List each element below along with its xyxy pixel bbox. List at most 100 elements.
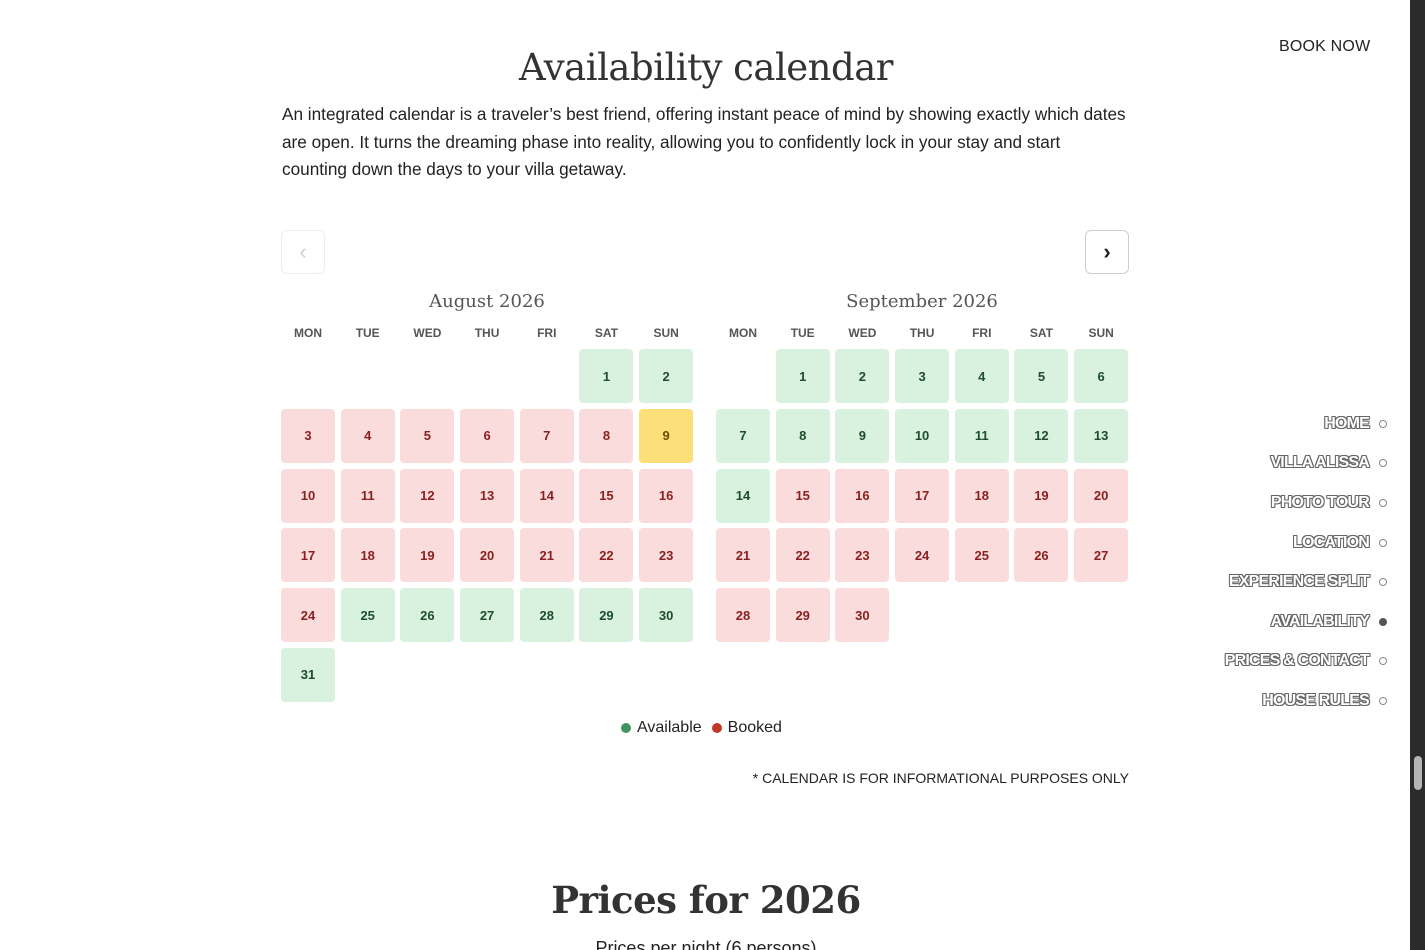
day-cell-booked[interactable]: 21 bbox=[716, 528, 770, 583]
sidenav-item-photo-tour[interactable]: PHOTO TOUR bbox=[1225, 483, 1387, 523]
day-cell-available[interactable]: 2 bbox=[835, 349, 890, 403]
day-cell-booked[interactable]: 15 bbox=[775, 468, 830, 523]
empty-day-cell bbox=[460, 349, 514, 403]
sidenav-label: HOUSE RULES bbox=[1262, 691, 1370, 709]
available-dot-icon bbox=[621, 723, 631, 733]
day-cell-booked[interactable]: 25 bbox=[954, 528, 1009, 583]
next-month-button[interactable]: › bbox=[1085, 230, 1129, 274]
day-cell-available[interactable]: 2 bbox=[639, 349, 694, 403]
day-cell-booked[interactable]: 20 bbox=[460, 528, 515, 583]
day-cell-available[interactable]: 5 bbox=[1014, 349, 1069, 403]
day-cell-available[interactable]: 14 bbox=[716, 468, 770, 523]
day-cell-booked[interactable]: 4 bbox=[340, 408, 395, 463]
day-cell-available[interactable]: 1 bbox=[775, 349, 830, 403]
day-cell-booked[interactable]: 3 bbox=[281, 408, 335, 463]
sidenav-item-experience-split[interactable]: EXPERIENCE SPLIT bbox=[1225, 562, 1387, 602]
chevron-left-icon: ‹ bbox=[299, 239, 307, 264]
day-cell-booked[interactable]: 20 bbox=[1074, 468, 1129, 523]
day-cell-booked[interactable]: 22 bbox=[579, 528, 634, 583]
prices-subtitle: Prices per night (6 persons) bbox=[595, 938, 817, 950]
side-navigation: HOME VILLA ALISSA PHOTO TOUR LOCATION EXPERI… bbox=[1225, 404, 1387, 721]
day-cell-booked[interactable]: 16 bbox=[835, 468, 890, 523]
scrollbar-thumb[interactable] bbox=[1414, 756, 1422, 790]
day-cell-available[interactable]: 11 bbox=[954, 408, 1009, 463]
day-cell-booked[interactable]: 24 bbox=[895, 528, 950, 583]
sidenav-item-location[interactable]: LOCATION bbox=[1225, 523, 1387, 563]
day-cell-booked[interactable]: 7 bbox=[519, 408, 574, 463]
day-cell-booked[interactable]: 17 bbox=[281, 528, 335, 583]
day-cell-available[interactable]: 13 bbox=[1074, 408, 1129, 463]
day-cell-available[interactable]: 25 bbox=[340, 588, 395, 643]
day-cell-booked[interactable]: 14 bbox=[519, 468, 574, 523]
sidenav-item-home[interactable]: HOME bbox=[1225, 404, 1387, 444]
day-cell-booked[interactable]: 17 bbox=[895, 468, 950, 523]
sidenav-label: PHOTO TOUR bbox=[1270, 493, 1370, 511]
day-cell-available[interactable]: 10 bbox=[895, 408, 950, 463]
calendar-disclaimer: * CALENDAR IS FOR INFORMATIONAL PURPOSES… bbox=[752, 770, 1129, 786]
page-scrollbar[interactable] bbox=[1410, 0, 1425, 950]
nav-dot-icon bbox=[1379, 538, 1387, 547]
day-cell-available[interactable]: 26 bbox=[400, 588, 455, 643]
day-cell-available[interactable]: 6 bbox=[1074, 349, 1129, 403]
weekday-label: MON bbox=[294, 326, 322, 340]
sidenav-item-availability[interactable]: AVAILABILITY bbox=[1225, 602, 1387, 642]
day-cell-booked[interactable]: 26 bbox=[1014, 528, 1069, 583]
day-cell-booked[interactable]: 23 bbox=[835, 528, 890, 583]
day-cell-booked[interactable]: 19 bbox=[400, 528, 455, 583]
day-cell-booked[interactable]: 10 bbox=[281, 468, 335, 523]
prev-month-button[interactable]: ‹ bbox=[281, 230, 325, 274]
day-cell-booked[interactable]: 19 bbox=[1014, 468, 1069, 523]
day-cell-booked[interactable]: 15 bbox=[579, 468, 634, 523]
day-cell-available[interactable]: 28 bbox=[519, 588, 574, 643]
sidenav-label: VILLA ALISSA bbox=[1270, 454, 1369, 472]
day-cell-available[interactable]: 29 bbox=[579, 588, 634, 643]
weekday-label: SUN bbox=[1088, 326, 1114, 340]
weekday-label: FRI bbox=[972, 326, 992, 340]
weekday-label: SAT bbox=[1029, 326, 1053, 340]
prices-title: Prices for 2026 bbox=[551, 878, 861, 922]
day-cell-booked[interactable]: 28 bbox=[716, 588, 770, 643]
day-cell-booked[interactable]: 12 bbox=[400, 468, 455, 523]
day-cell-available[interactable]: 8 bbox=[775, 408, 830, 463]
sidenav-label: HOME bbox=[1324, 414, 1370, 432]
day-cell-booked[interactable]: 29 bbox=[775, 588, 830, 643]
day-cell-booked[interactable]: 18 bbox=[954, 468, 1009, 523]
day-cell-available[interactable]: 1 bbox=[579, 349, 634, 403]
day-cell-available[interactable]: 31 bbox=[281, 647, 335, 702]
day-cell-available[interactable]: 4 bbox=[954, 349, 1009, 403]
day-cell-booked[interactable]: 16 bbox=[639, 468, 694, 523]
day-cell-booked[interactable]: 30 bbox=[835, 588, 890, 643]
booked-dot-icon bbox=[711, 723, 722, 733]
sidenav-item-villa-alissa[interactable]: VILLA ALISSA bbox=[1225, 444, 1387, 484]
legend-available: Available bbox=[621, 719, 702, 737]
day-cell-booked[interactable]: 27 bbox=[1074, 528, 1129, 583]
day-cell-available[interactable]: 3 bbox=[895, 349, 950, 403]
day-cell-booked[interactable]: 5 bbox=[400, 408, 455, 463]
day-cell-booked[interactable]: 21 bbox=[519, 528, 574, 583]
day-cell-booked[interactable]: 22 bbox=[775, 528, 830, 583]
weekday-label: TUE bbox=[790, 326, 815, 340]
weekday-label: MON bbox=[729, 326, 757, 340]
day-cell-booked[interactable]: 8 bbox=[579, 408, 634, 463]
day-cell-available[interactable]: 30 bbox=[639, 588, 694, 643]
sidenav-item-prices-contact[interactable]: PRICES & CONTACT bbox=[1225, 642, 1387, 682]
nav-dot-icon bbox=[1379, 459, 1387, 468]
day-cell-booked[interactable]: 13 bbox=[460, 468, 515, 523]
legend-booked-label: Booked bbox=[727, 719, 782, 736]
day-cell-available[interactable]: 7 bbox=[716, 408, 770, 463]
availability-intro: An integrated calendar is a traveler’s b… bbox=[282, 104, 1126, 179]
day-cell-booked[interactable]: 11 bbox=[340, 468, 395, 523]
availability-title: Availability calendar bbox=[519, 46, 893, 89]
sidenav-item-house-rules[interactable]: HOUSE RULES bbox=[1225, 681, 1387, 721]
day-cell-booked[interactable]: 6 bbox=[460, 408, 515, 463]
day-cell-booked[interactable]: 23 bbox=[639, 528, 694, 583]
day-cell-available[interactable]: 27 bbox=[460, 588, 515, 643]
day-cell-today[interactable]: 9 bbox=[639, 408, 694, 463]
day-cell-booked[interactable]: 18 bbox=[340, 528, 395, 583]
day-cell-booked[interactable]: 24 bbox=[281, 588, 335, 643]
book-now-link[interactable]: BOOK NOW bbox=[1279, 38, 1371, 55]
day-cell-available[interactable]: 12 bbox=[1014, 408, 1069, 463]
day-cell-available[interactable]: 9 bbox=[835, 408, 890, 463]
